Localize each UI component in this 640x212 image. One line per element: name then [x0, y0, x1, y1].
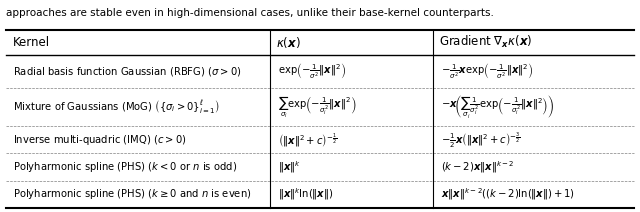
- Text: $\sum_{\sigma_i} \exp\!\left(-\frac{1}{\sigma_i^2}\|\boldsymbol{x}\|^2\right)$: $\sum_{\sigma_i} \exp\!\left(-\frac{1}{\…: [278, 94, 356, 120]
- Text: $-\boldsymbol{x}\!\left(\sum_{\sigma_i} \frac{1}{\sigma_i^2}\exp\!\left(-\frac{1: $-\boldsymbol{x}\!\left(\sum_{\sigma_i} …: [440, 93, 554, 120]
- Text: $(k-2)\boldsymbol{x}\|\boldsymbol{x}\|^{k-2}$: $(k-2)\boldsymbol{x}\|\boldsymbol{x}\|^{…: [440, 159, 514, 175]
- Text: Mixture of Gaussians (MoG) $\left(\{\sigma_i > 0\}_{i=1}^{\ell}\right)$: Mixture of Gaussians (MoG) $\left(\{\sig…: [13, 98, 220, 115]
- Text: Polyharmonic spline (PHS) $(k \geq 0$ and $n$ is even$)$: Polyharmonic spline (PHS) $(k \geq 0$ an…: [13, 187, 252, 201]
- Text: Polyharmonic spline (PHS) $(k < 0$ or $n$ is odd$)$: Polyharmonic spline (PHS) $(k < 0$ or $n…: [13, 160, 237, 174]
- Text: approaches are stable even in high-dimensional cases, unlike their base-kernel c: approaches are stable even in high-dimen…: [6, 8, 494, 18]
- Text: $-\frac{1}{\sigma^2}\boldsymbol{x}\exp\!\left(-\frac{1}{\sigma^2}\|\boldsymbol{x: $-\frac{1}{\sigma^2}\boldsymbol{x}\exp\!…: [440, 61, 533, 81]
- Text: $\left(\|\boldsymbol{x}\|^2 + c\right)^{-\frac{1}{2}}$: $\left(\|\boldsymbol{x}\|^2 + c\right)^{…: [278, 131, 337, 149]
- Text: Inverse multi-quadric (IMQ) $(c > 0)$: Inverse multi-quadric (IMQ) $(c > 0)$: [13, 133, 186, 147]
- Text: $-\frac{1}{2}\boldsymbol{x}\left(\|\boldsymbol{x}\|^2 + c\right)^{-\frac{3}{2}}$: $-\frac{1}{2}\boldsymbol{x}\left(\|\bold…: [440, 130, 520, 150]
- Text: Gradient $\nabla_{\boldsymbol{x}}\kappa(\boldsymbol{x})$: Gradient $\nabla_{\boldsymbol{x}}\kappa(…: [439, 34, 532, 50]
- Text: Radial basis function Gaussian (RBFG) $(\sigma > 0)$: Radial basis function Gaussian (RBFG) $(…: [13, 65, 241, 78]
- Text: $\exp\!\left(-\frac{1}{\sigma^2}\|\boldsymbol{x}\|^2\right)$: $\exp\!\left(-\frac{1}{\sigma^2}\|\bolds…: [278, 61, 346, 81]
- Text: Kernel: Kernel: [13, 36, 50, 49]
- Text: $\kappa(\boldsymbol{x})$: $\kappa(\boldsymbol{x})$: [276, 35, 301, 50]
- Text: $\|\boldsymbol{x}\|^k \ln(\|\boldsymbol{x}\|)$: $\|\boldsymbol{x}\|^k \ln(\|\boldsymbol{…: [278, 186, 333, 202]
- Text: $\boldsymbol{x}\|\boldsymbol{x}\|^{k-2}\left((k-2)\ln(\|\boldsymbol{x}\|)+1\righ: $\boldsymbol{x}\|\boldsymbol{x}\|^{k-2}\…: [440, 186, 575, 202]
- Text: $\|\boldsymbol{x}\|^k$: $\|\boldsymbol{x}\|^k$: [278, 159, 300, 175]
